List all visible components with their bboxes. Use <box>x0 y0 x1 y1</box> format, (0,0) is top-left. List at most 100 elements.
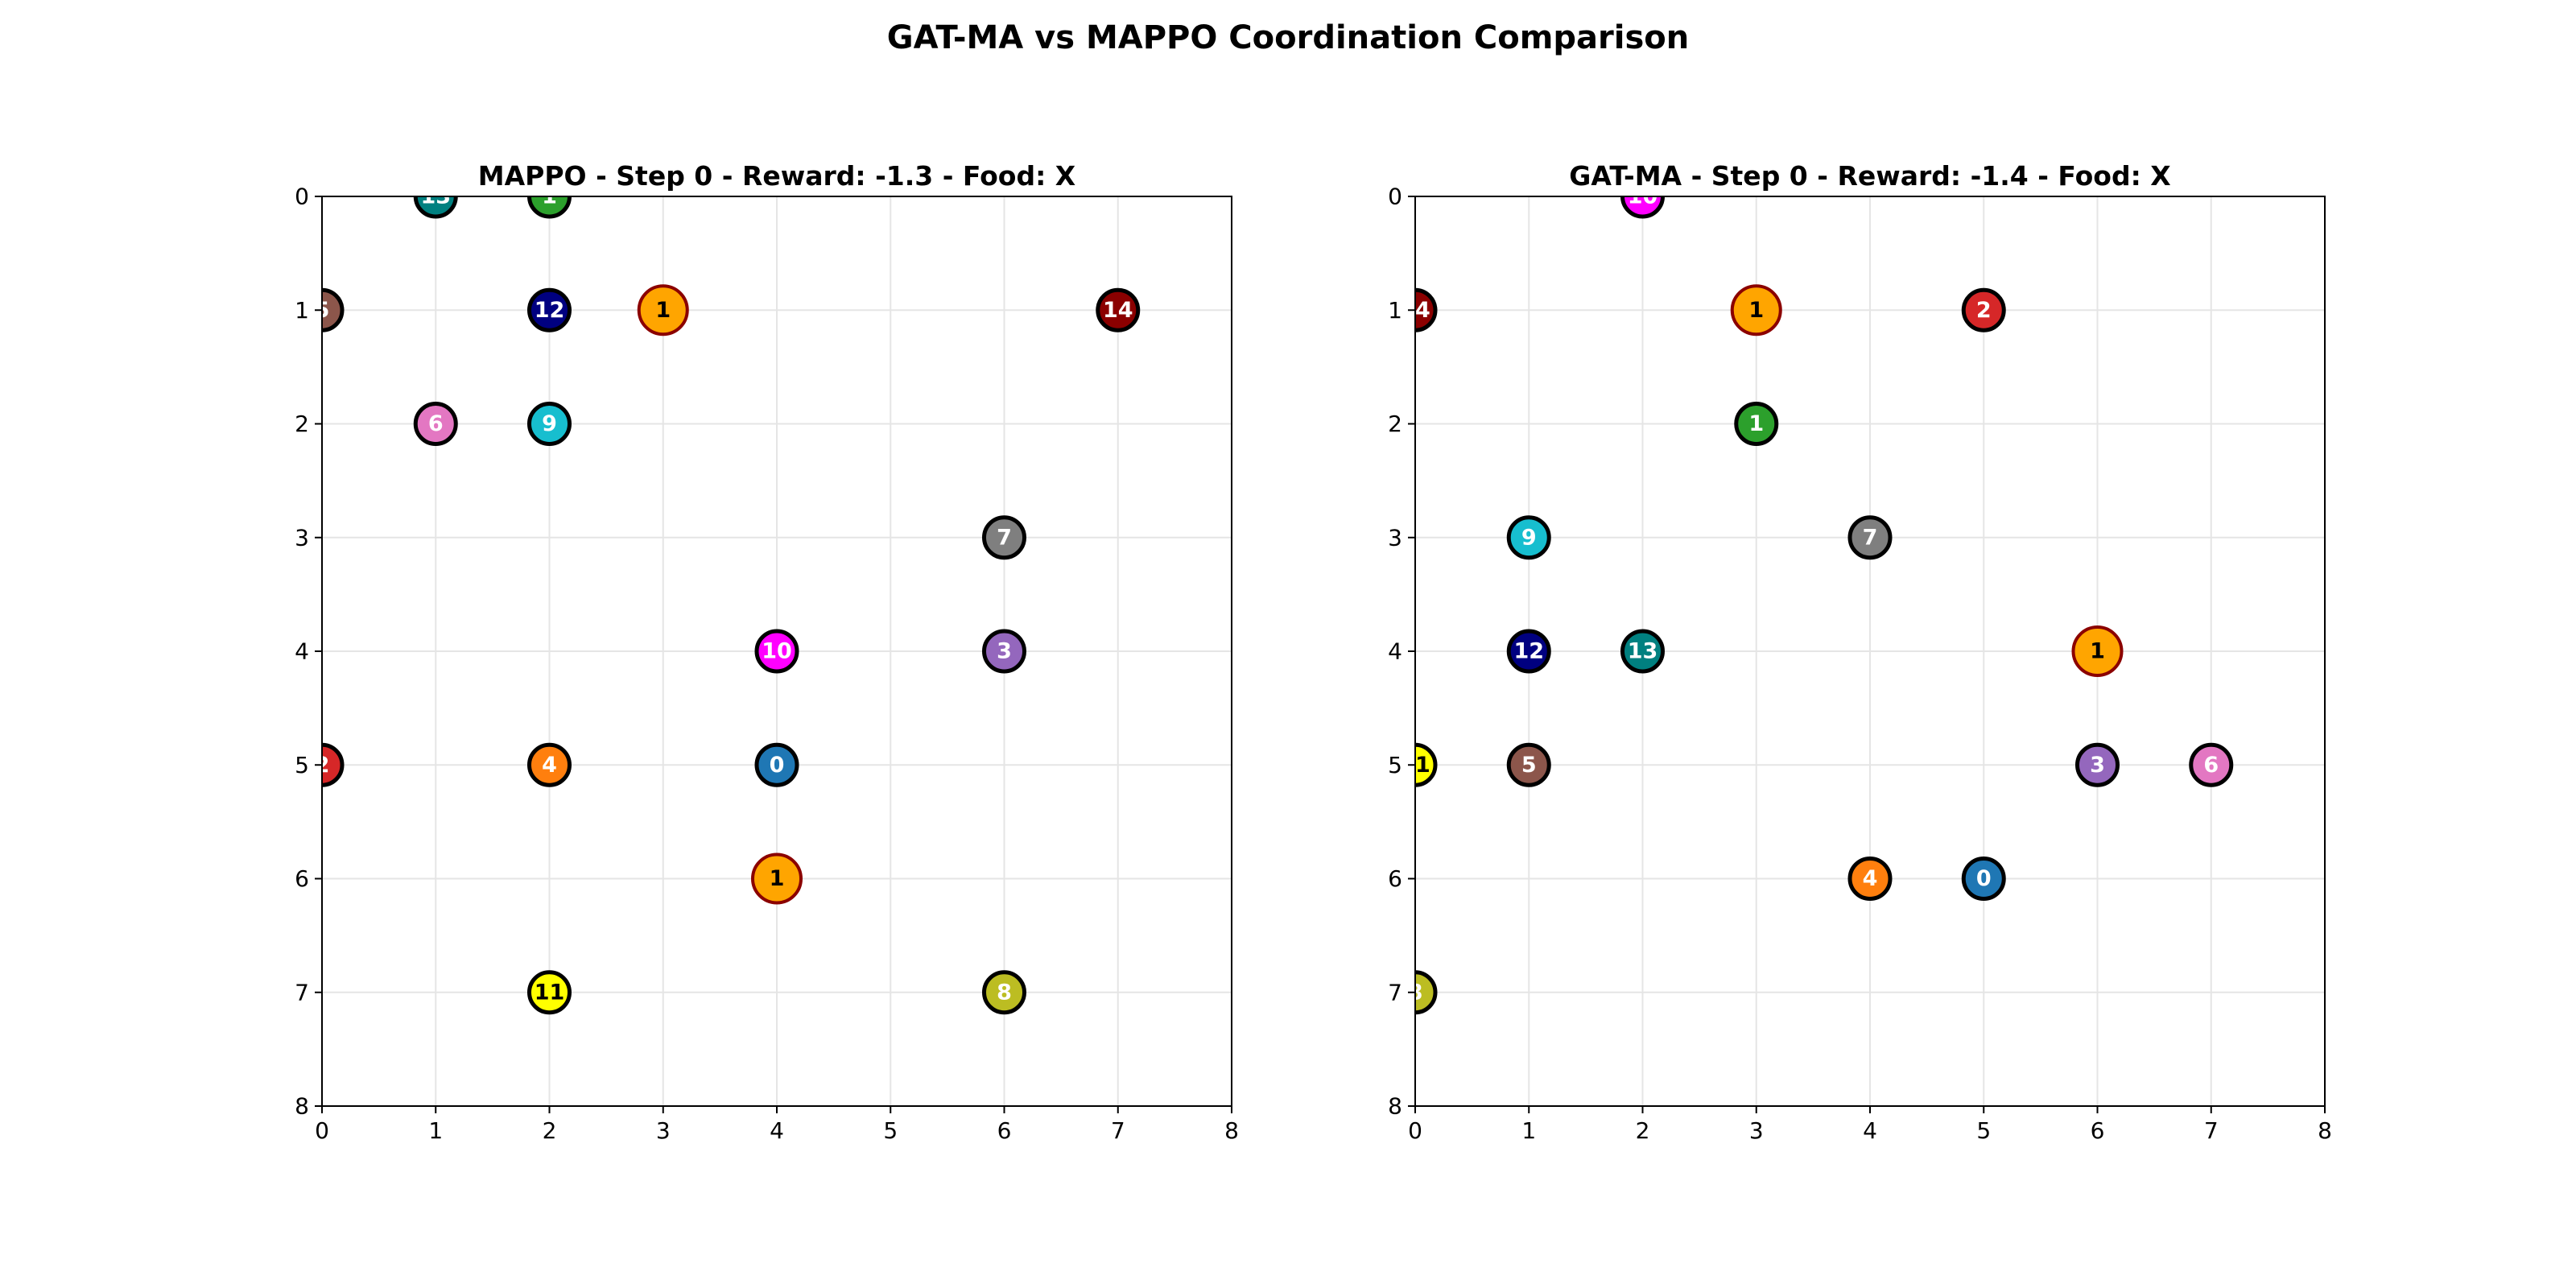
food-marker <box>751 852 803 905</box>
gat-ma-grid <box>1414 196 2326 1107</box>
y-tick-label: 1 <box>295 297 309 324</box>
agent-label-11: 11 <box>1400 753 1430 778</box>
agent-label-3: 3 <box>997 639 1012 664</box>
agent-marker-14 <box>1096 287 1141 332</box>
agent-marker-5 <box>1506 742 1551 787</box>
agent-marker-10 <box>1620 196 1665 219</box>
agent-marker-4 <box>527 742 572 787</box>
x-tick-label: 0 <box>315 1117 329 1144</box>
x-tick-label: 1 <box>1521 1117 1536 1144</box>
y-tick-label: 3 <box>1388 524 1402 551</box>
y-tick-label: 7 <box>1388 979 1402 1005</box>
agent-marker-11 <box>527 970 572 1015</box>
y-tick-label: 3 <box>295 524 309 551</box>
y-tick-label: 5 <box>1388 752 1402 778</box>
mappo-axes: MAPPO - Step 0 - Reward: -1.3 - Food: X 0… <box>295 160 1239 1144</box>
agent-label-11: 11 <box>535 980 565 1005</box>
agent-marker-1 <box>527 196 572 219</box>
agent-label-4: 4 <box>542 753 557 778</box>
agent-label-1: 1 <box>1748 411 1764 436</box>
agent-marker-8 <box>982 970 1026 1015</box>
x-tick-label: 1 <box>428 1117 443 1144</box>
agent-marker-1 <box>1734 402 1779 446</box>
figure-title: GAT-MA vs MAPPO Coordination Comparison <box>887 19 1689 56</box>
x-tick-label: 4 <box>770 1117 784 1144</box>
agent-marker-9 <box>527 402 572 446</box>
y-tick-label: 2 <box>1388 411 1402 437</box>
agent-marker-10 <box>754 629 799 674</box>
y-tick-label: 0 <box>295 184 309 210</box>
agent-label-9: 9 <box>1521 525 1537 550</box>
agent-label-1: 1 <box>542 184 557 209</box>
agent-label-2: 2 <box>1976 298 1992 323</box>
agent-marker-6 <box>413 402 458 446</box>
agent-label-14: 14 <box>1400 298 1430 323</box>
y-tick-label: 6 <box>295 865 309 892</box>
agent-marker-13 <box>413 196 458 219</box>
agent-label-12: 12 <box>535 298 565 323</box>
agent-marker-3 <box>982 629 1026 674</box>
x-tick-label: 3 <box>656 1117 671 1144</box>
agent-label-13: 13 <box>1628 639 1658 664</box>
y-tick-label: 8 <box>1388 1093 1402 1120</box>
y-tick-label: 8 <box>295 1093 309 1120</box>
agent-marker-11 <box>1415 742 1438 787</box>
x-tick-label: 4 <box>1863 1117 1877 1144</box>
food-label: 1 <box>655 298 671 323</box>
agent-label-4: 4 <box>1863 866 1878 891</box>
y-tick-label: 7 <box>295 979 309 1005</box>
y-tick-label: 2 <box>295 411 309 437</box>
x-tick-label: 3 <box>1749 1117 1764 1144</box>
agent-label-0: 0 <box>1976 866 1992 891</box>
y-tick-label: 4 <box>1388 638 1402 665</box>
y-tick-label: 4 <box>295 638 309 665</box>
y-tick-label: 0 <box>1388 184 1402 210</box>
agent-label-10: 10 <box>1628 184 1658 209</box>
agent-label-7: 7 <box>1863 525 1878 550</box>
agent-label-9: 9 <box>542 411 557 436</box>
agent-marker-3 <box>2075 742 2120 787</box>
food-marker <box>1730 284 1782 336</box>
agent-label-14: 14 <box>1103 298 1133 323</box>
agent-marker-2 <box>322 742 345 787</box>
agent-marker-5 <box>322 287 345 332</box>
food-label: 1 <box>2090 639 2105 664</box>
agent-marker-7 <box>1847 515 1893 560</box>
x-tick-label: 8 <box>2318 1117 2332 1144</box>
x-tick-label: 8 <box>1224 1117 1239 1144</box>
agent-marker-2 <box>1961 287 2006 332</box>
y-tick-label: 1 <box>1388 297 1402 324</box>
agent-label-12: 12 <box>1513 639 1544 664</box>
agent-marker-0 <box>754 742 799 787</box>
agent-label-5: 5 <box>1521 753 1537 778</box>
agent-label-13: 13 <box>420 184 451 209</box>
agent-label-8: 8 <box>997 980 1012 1005</box>
agent-marker-7 <box>982 515 1026 560</box>
agent-label-3: 3 <box>2090 753 2105 778</box>
x-tick-label: 7 <box>2204 1117 2219 1144</box>
agent-marker-12 <box>527 287 572 332</box>
gat-ma-title: GAT-MA - Step 0 - Reward: -1.4 - Food: X <box>1569 160 2170 192</box>
agent-label-6: 6 <box>428 411 444 436</box>
agent-label-2: 2 <box>315 753 330 778</box>
agent-marker-13 <box>1620 629 1665 674</box>
x-tick-label: 5 <box>883 1117 898 1144</box>
agent-marker-12 <box>1506 629 1551 674</box>
food-label: 1 <box>1748 298 1764 323</box>
x-tick-label: 2 <box>543 1117 557 1144</box>
agent-label-5: 5 <box>315 298 330 323</box>
agent-label-6: 6 <box>2203 753 2219 778</box>
x-tick-label: 6 <box>997 1117 1012 1144</box>
agent-label-8: 8 <box>1408 980 1423 1005</box>
y-tick-label: 6 <box>1388 865 1402 892</box>
agent-marker-14 <box>1415 287 1438 332</box>
agent-marker-9 <box>1506 515 1551 560</box>
food-label: 1 <box>770 866 785 891</box>
food-marker <box>2071 625 2124 677</box>
agent-label-0: 0 <box>770 753 785 778</box>
mappo-title: MAPPO - Step 0 - Reward: -1.3 - Food: X <box>478 160 1075 192</box>
x-tick-label: 7 <box>1111 1117 1125 1144</box>
